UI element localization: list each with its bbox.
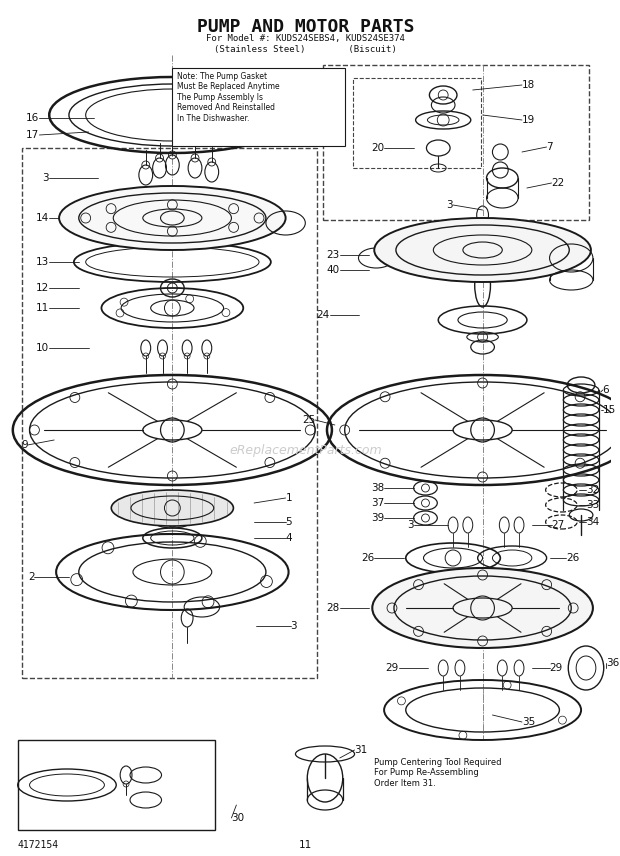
Text: 27: 27: [552, 520, 565, 530]
Text: 18: 18: [522, 80, 535, 90]
Text: (Stainless Steel)        (Biscuit): (Stainless Steel) (Biscuit): [214, 45, 397, 54]
Text: Pump Centering Tool Required
For Pump Re-Assembling
Order Item 31.: Pump Centering Tool Required For Pump Re…: [374, 758, 502, 788]
Text: 11: 11: [36, 303, 49, 313]
Text: 3: 3: [407, 520, 414, 530]
Text: 7: 7: [547, 142, 553, 152]
Text: 4: 4: [286, 533, 292, 543]
Ellipse shape: [374, 218, 591, 282]
Text: 38: 38: [371, 483, 384, 493]
Text: 35: 35: [522, 717, 535, 727]
Bar: [323, 65, 589, 220]
Bar: [353, 78, 480, 168]
Text: 26: 26: [361, 553, 374, 563]
Bar: [172, 68, 345, 146]
Text: 24: 24: [317, 310, 330, 320]
Text: 40: 40: [327, 265, 340, 275]
Text: 29: 29: [386, 663, 399, 673]
Text: 33: 33: [586, 500, 600, 510]
Text: 36: 36: [606, 658, 619, 668]
Ellipse shape: [59, 186, 286, 250]
Bar: [22, 148, 317, 678]
Text: 3: 3: [291, 621, 297, 631]
Ellipse shape: [112, 490, 233, 526]
Text: PUMP AND MOTOR PARTS: PUMP AND MOTOR PARTS: [197, 18, 414, 36]
Text: 23: 23: [327, 250, 340, 260]
Text: 13: 13: [36, 257, 49, 267]
Text: 32: 32: [586, 485, 600, 495]
Text: 31: 31: [355, 745, 368, 755]
Text: 14: 14: [36, 213, 49, 223]
Text: 25: 25: [302, 415, 315, 425]
Text: 17: 17: [26, 130, 40, 140]
Text: 2: 2: [28, 572, 35, 582]
Text: 4172154: 4172154: [18, 840, 59, 850]
Text: 28: 28: [327, 603, 340, 613]
Text: 29: 29: [549, 663, 563, 673]
Text: For Model #: KUDS24SEBS4, KUDS24SE374: For Model #: KUDS24SEBS4, KUDS24SE374: [206, 34, 405, 43]
Text: eReplacementParts.com: eReplacementParts.com: [229, 443, 382, 456]
Text: 5: 5: [286, 517, 292, 527]
Text: 37: 37: [371, 498, 384, 508]
Text: 34: 34: [586, 517, 600, 527]
Text: 9: 9: [21, 440, 27, 450]
Bar: [18, 740, 215, 830]
Text: 3: 3: [446, 200, 453, 210]
Text: 26: 26: [566, 553, 580, 563]
Text: 6: 6: [603, 385, 609, 395]
Text: 39: 39: [371, 513, 384, 523]
Text: 19: 19: [522, 115, 535, 125]
Text: 10: 10: [36, 343, 49, 353]
Text: 30: 30: [231, 813, 244, 823]
Text: 1: 1: [286, 493, 292, 503]
Text: Note: The Pump Gasket
Must Be Replaced Anytime
The Pump Assembly Is
Removed And : Note: The Pump Gasket Must Be Replaced A…: [177, 72, 280, 122]
Text: 16: 16: [26, 113, 40, 123]
Text: 22: 22: [552, 178, 565, 188]
Text: 20: 20: [371, 143, 384, 153]
Text: 12: 12: [36, 283, 49, 293]
Text: 15: 15: [603, 405, 616, 415]
Ellipse shape: [372, 568, 593, 648]
Text: 3: 3: [43, 173, 49, 183]
Text: 11: 11: [299, 840, 312, 850]
